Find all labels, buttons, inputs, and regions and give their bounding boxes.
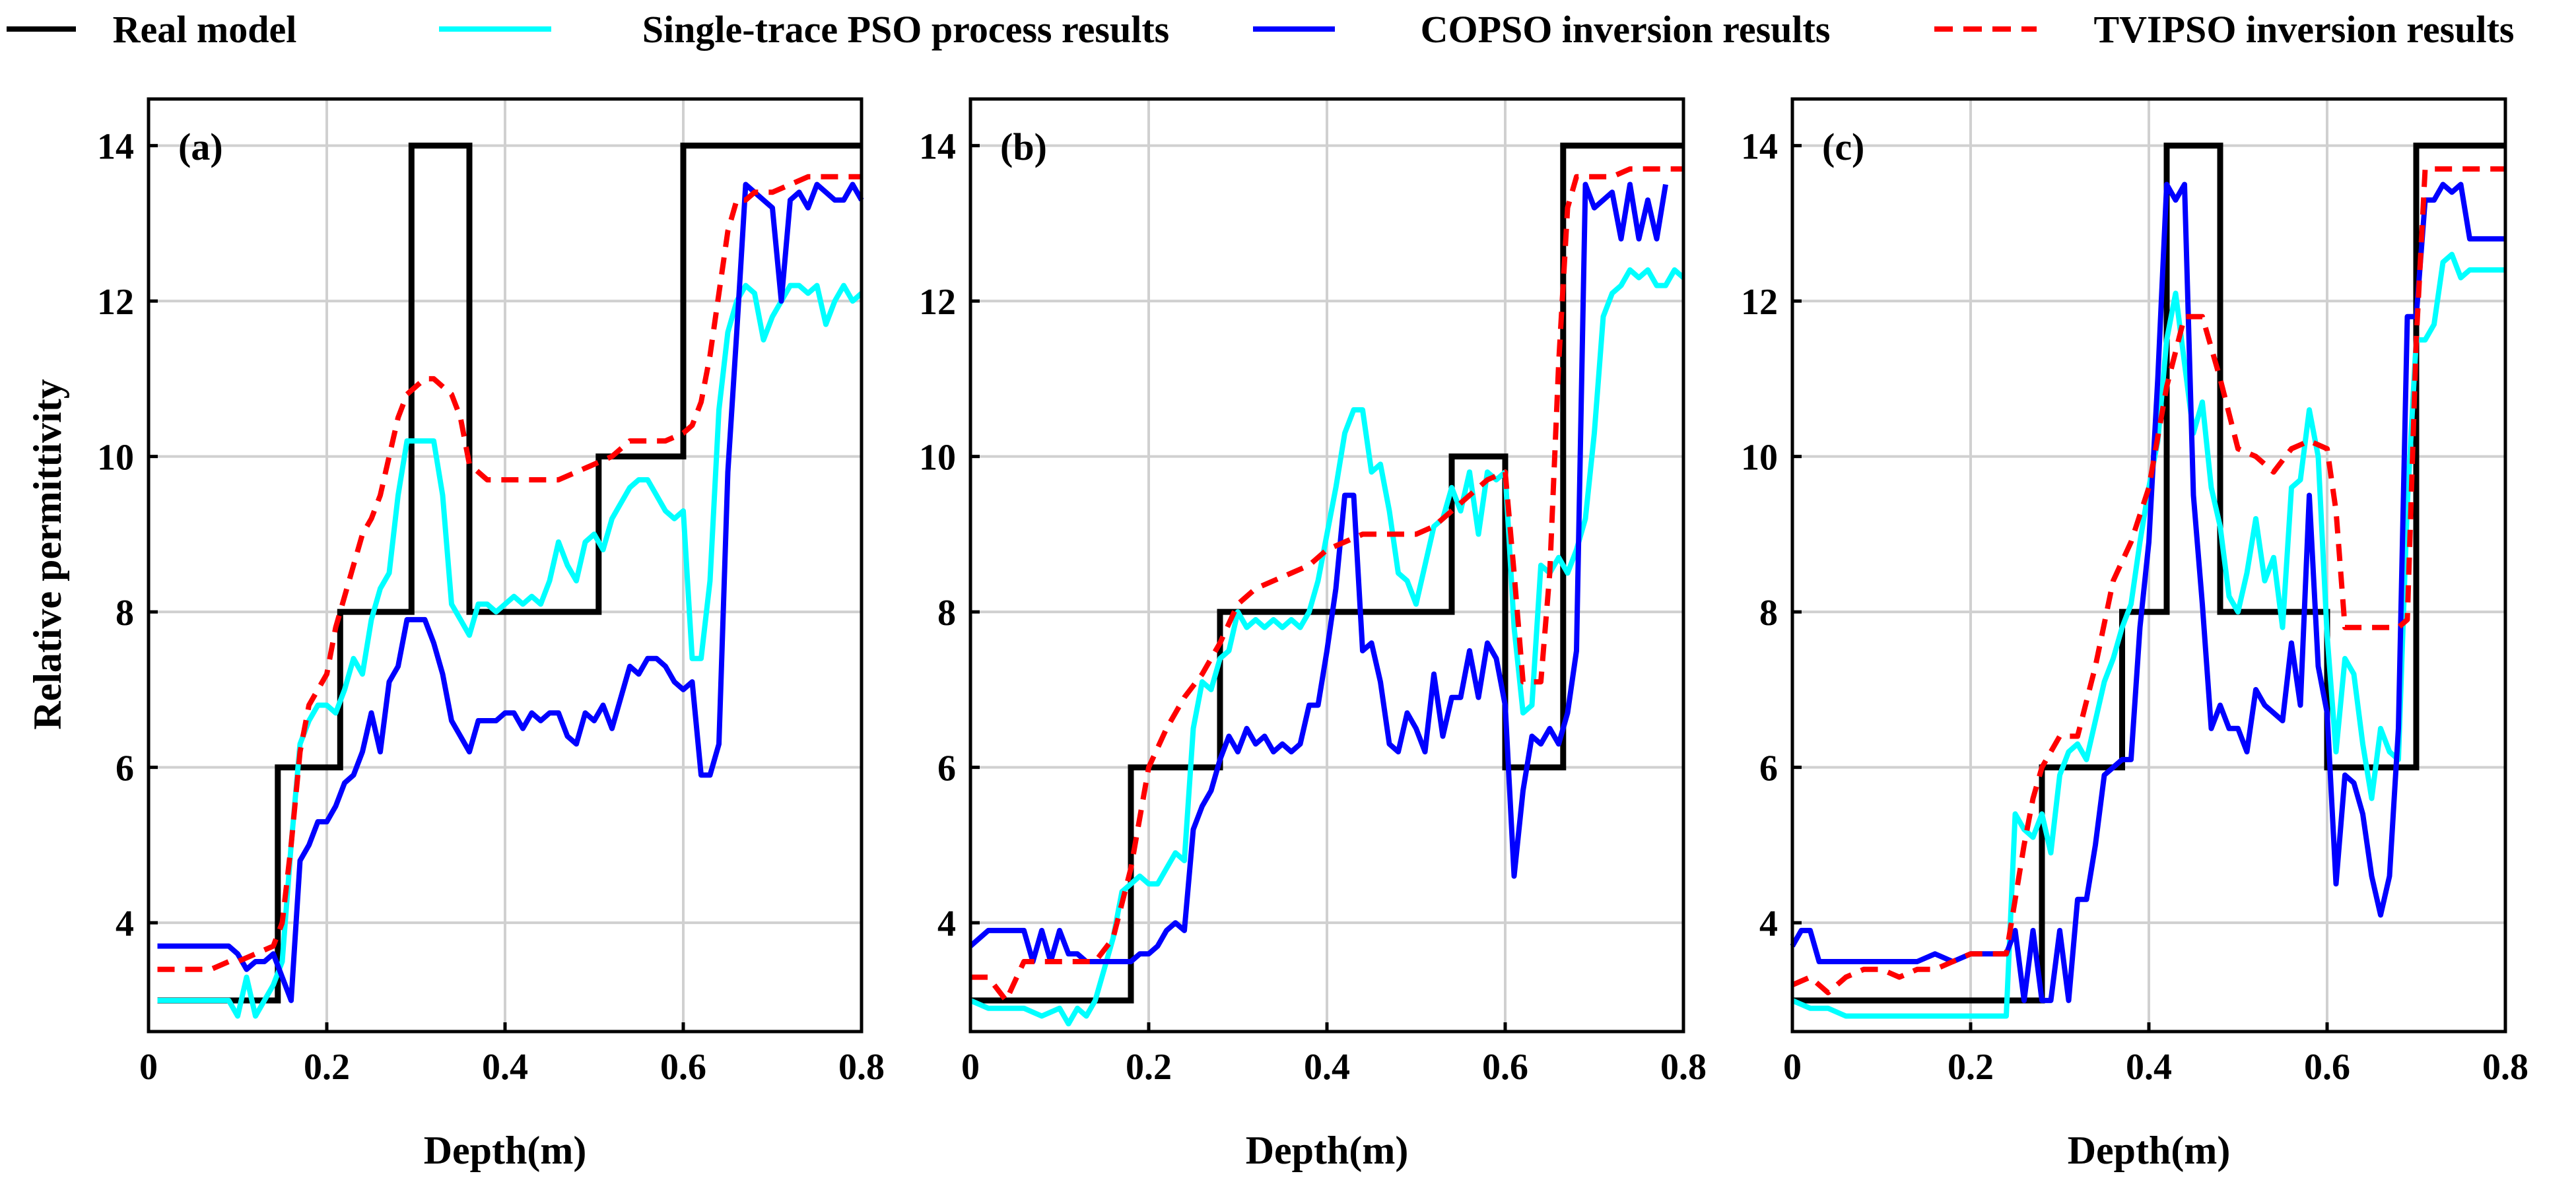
panel-c-line-tvipso: [1791, 166, 2505, 996]
panel-a-x-axis-label: Depth(m): [424, 1129, 587, 1172]
legend-label-single-trace-pso: Single-trace PSO process results: [642, 8, 1170, 51]
panel-c-series: [1790, 143, 2505, 1019]
panel-a-y-tick-label-4: 12: [97, 282, 134, 323]
panel-a-y-tick-label-2: 8: [116, 593, 134, 634]
panel-b-line-real-model: [970, 143, 1683, 1004]
panel-c-grid: [1792, 99, 2505, 1032]
legend-item-copso: COPSO inversion results: [1253, 8, 1830, 51]
panel-a-y-tick-label-1: 6: [116, 748, 134, 789]
panel-c-y-tick-label-5: 14: [1741, 127, 1778, 168]
panel-a: 0 0.2 0.4 0.6 0.8 4 6 8 10 12 14 (a) Depth(m): [97, 97, 885, 1172]
panel-b-x-tick-label-1: 0.2: [1126, 1047, 1172, 1088]
panel-c-ticks: 0 0.2 0.4 0.6 0.8 4 6 8 10 12 14: [1741, 127, 2528, 1088]
panel-b-x-tick-label-3: 0.6: [1482, 1047, 1528, 1088]
panel-c-line-single-trace-pso: [1791, 251, 2505, 1019]
legend-item-tvipso: TVIPSO inversion results: [1934, 8, 2515, 51]
panel-c-x-tick-label-0: 0: [1783, 1047, 1802, 1088]
panel-a-x-tick-label-3: 0.6: [660, 1047, 706, 1088]
panel-c-y-tick-label-3: 10: [1741, 438, 1778, 478]
panel-a-y-tick-label-0: 4: [116, 904, 134, 944]
panel-c-x-tick-label-1: 0.2: [1948, 1047, 1994, 1088]
panel-a-series: [157, 143, 864, 1019]
panel-a-x-tick-label-1: 0.2: [304, 1047, 350, 1088]
panel-b-y-tick-label-0: 4: [937, 904, 956, 944]
panel-b-line-copso: [968, 181, 1668, 964]
panel-c-x-tick-label-4: 0.8: [2482, 1047, 2528, 1088]
panel-b-line-single-trace-pso: [969, 267, 1685, 1027]
panel-b-ticks: 0 0.2 0.4 0.6 0.8 4 6 8 10 12 14: [919, 127, 1707, 1088]
panel-c-y-tick-label-0: 4: [1759, 904, 1778, 944]
panel-b-y-tick-label-2: 8: [937, 593, 956, 634]
y-axis-label: Relative permittivity: [26, 379, 69, 729]
panel-a-line-copso: [157, 181, 864, 1003]
panel-c-x-tick-label-2: 0.4: [2126, 1047, 2172, 1088]
panel-a-label: (a): [178, 125, 223, 168]
legend: Real model Single-trace PSO process resu…: [7, 8, 2515, 51]
panel-c-y-tick-label-4: 12: [1741, 282, 1778, 323]
panel-b-x-axis-label: Depth(m): [1246, 1129, 1409, 1172]
panel-b-x-tick-label-4: 0.8: [1660, 1047, 1707, 1088]
panel-c-y-tick-label-2: 8: [1759, 593, 1778, 634]
panel-c-x-tick-label-3: 0.6: [2304, 1047, 2350, 1088]
panel-a-line-tvipso: [157, 174, 862, 972]
panel-b-y-tick-label-4: 12: [919, 282, 956, 323]
panel-a-y-tick-label-3: 10: [97, 438, 134, 478]
panel-a-ticks: 0 0.2 0.4 0.6 0.8 4 6 8 10 12 14: [97, 127, 885, 1088]
panel-c-label: (c): [1822, 125, 1864, 168]
panel-b-y-tick-label-1: 6: [937, 748, 956, 789]
panel-a-x-tick-label-2: 0.4: [482, 1047, 528, 1088]
panel-b-y-tick-label-5: 14: [919, 127, 956, 168]
panel-b: 0 0.2 0.4 0.6 0.8 4 6 8 10 12 14 (b) Depth(m): [919, 97, 1707, 1172]
legend-label-copso: COPSO inversion results: [1421, 8, 1831, 51]
panel-b-line-tvipso: [970, 166, 1683, 1003]
panel-c-line-copso: [1790, 181, 2505, 1003]
panel-b-y-tick-label-3: 10: [919, 438, 956, 478]
panel-a-x-tick-label-4: 0.8: [838, 1047, 885, 1088]
panel-c-line-real-model: [1792, 143, 2505, 1004]
panel-c-x-axis-label: Depth(m): [2068, 1129, 2231, 1172]
legend-item-single-trace-pso: Single-trace PSO process results: [439, 8, 1169, 51]
panel-a-x-tick-label-0: 0: [139, 1047, 158, 1088]
panel-b-x-tick-label-2: 0.4: [1304, 1047, 1350, 1088]
panel-b-series: [968, 143, 1685, 1027]
panel-c: 0 0.2 0.4 0.6 0.8 4 6 8 10 12 14 (c) Depth(m): [1741, 97, 2528, 1172]
panel-b-label: (b): [1000, 125, 1047, 168]
panel-c-y-tick-label-1: 6: [1759, 748, 1778, 789]
legend-label-real-model: Real model: [113, 8, 297, 51]
panel-a-line-real-model: [157, 143, 862, 1004]
panel-b-x-tick-label-0: 0: [961, 1047, 980, 1088]
panel-a-y-tick-label-5: 14: [97, 127, 134, 168]
legend-item-real-model: Real model: [7, 8, 296, 51]
legend-label-tvipso: TVIPSO inversion results: [2093, 8, 2514, 51]
